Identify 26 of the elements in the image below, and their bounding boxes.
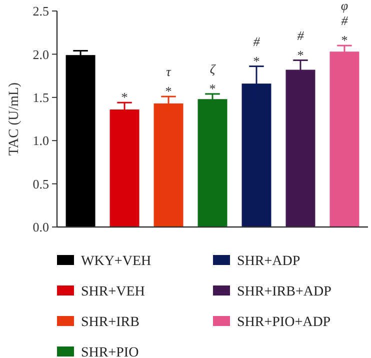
annotation: τ <box>166 64 172 80</box>
legend-label: SHR+VEH <box>81 284 145 300</box>
annotation: ζ <box>210 61 216 76</box>
legend-label: SHR+PIO+ADP <box>237 314 331 330</box>
annotation: * <box>209 81 216 96</box>
legend-label: WKY+VEH <box>81 254 152 269</box>
annotation: * <box>297 47 304 62</box>
y-tick-label: 2.5 <box>32 4 49 19</box>
y-axis-title: TAC (U/mL) <box>6 82 22 156</box>
annotation: # <box>253 34 260 49</box>
y-tick-label: 2.0 <box>32 46 49 62</box>
y-tick-label: 1.0 <box>32 133 49 148</box>
legend-label: SHR+IRB+ADP <box>237 284 332 300</box>
legend-label: SHR+ADP <box>237 254 300 269</box>
legend-label: SHR+PIO <box>81 345 139 358</box>
legend-label: SHR+IRB <box>81 314 140 330</box>
annotation: * <box>165 84 172 99</box>
annotation: * <box>121 90 128 105</box>
annotation: φ <box>340 0 348 14</box>
y-tick-label: 0.5 <box>32 176 49 192</box>
y-tick-label: 1.5 <box>32 90 49 105</box>
annotation: * <box>341 32 348 48</box>
annotation: # <box>297 28 304 43</box>
annotation: * <box>253 53 260 68</box>
annotation: # <box>341 13 348 28</box>
y-tick-label: 0.0 <box>32 220 49 235</box>
